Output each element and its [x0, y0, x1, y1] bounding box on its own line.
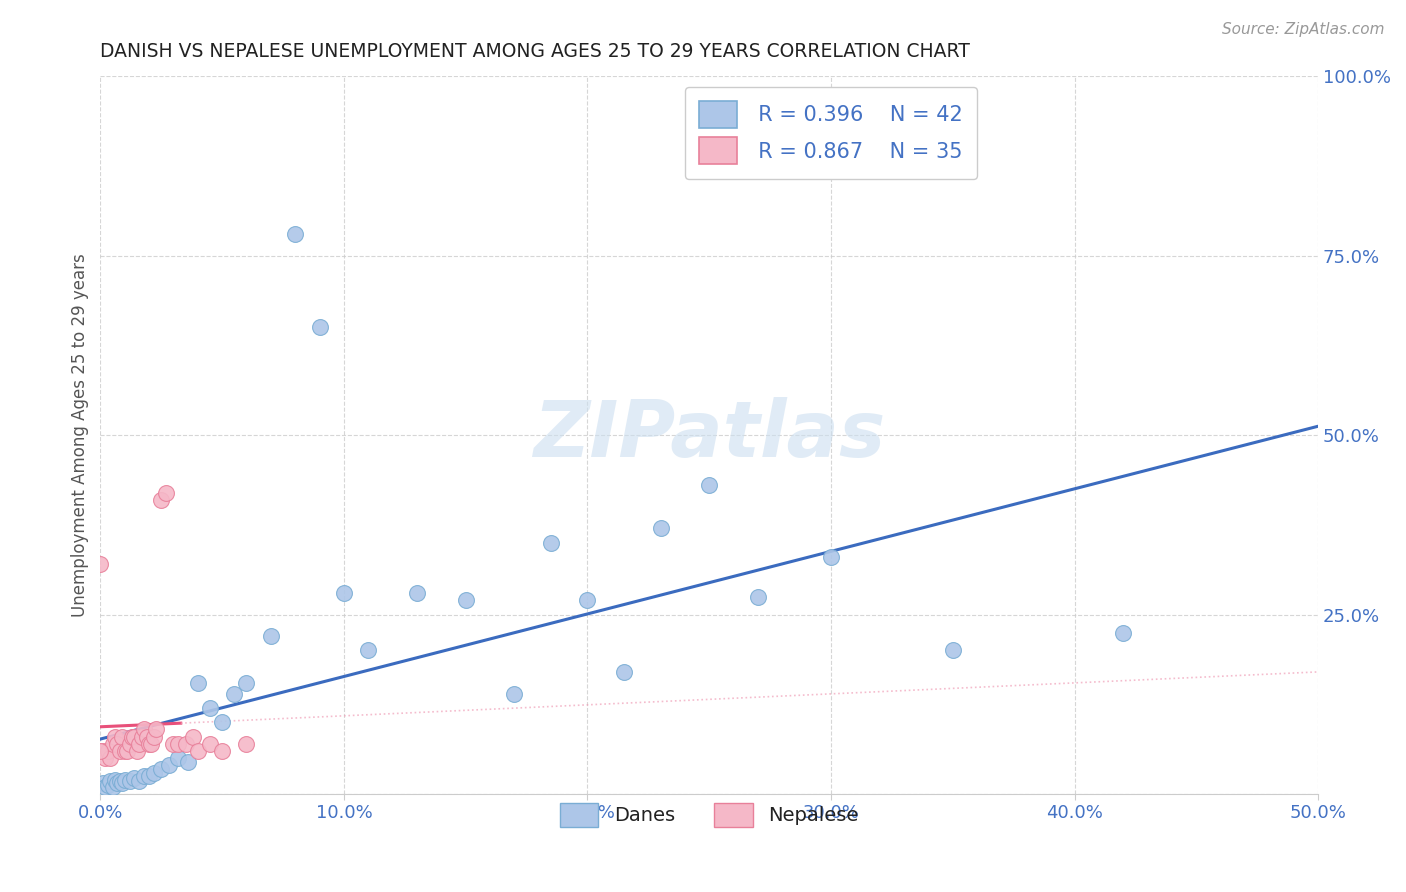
Point	[1112, 625, 1135, 640]
Point	[162, 737, 184, 751]
Point	[613, 665, 636, 679]
Point	[111, 730, 134, 744]
Point	[118, 774, 141, 789]
Point	[121, 730, 143, 744]
Point	[141, 737, 163, 751]
Y-axis label: Unemployment Among Ages 25 to 29 years: Unemployment Among Ages 25 to 29 years	[72, 253, 89, 617]
Point	[150, 762, 173, 776]
Point	[167, 737, 190, 751]
Point	[167, 751, 190, 765]
Point	[134, 723, 156, 737]
Point	[174, 737, 197, 751]
Point	[98, 751, 121, 765]
Point	[91, 744, 114, 758]
Point	[224, 687, 246, 701]
Point	[114, 744, 136, 758]
Point	[124, 771, 146, 785]
Point	[142, 765, 165, 780]
Point	[138, 737, 160, 751]
Point	[105, 776, 128, 790]
Point	[101, 737, 124, 751]
Point	[747, 590, 769, 604]
Point	[104, 772, 127, 787]
Text: ZIPatlas: ZIPatlas	[533, 397, 886, 473]
Text: DANISH VS NEPALESE UNEMPLOYMENT AMONG AGES 25 TO 29 YEARS CORRELATION CHART: DANISH VS NEPALESE UNEMPLOYMENT AMONG AG…	[100, 42, 970, 61]
Point	[333, 586, 356, 600]
Point	[503, 687, 526, 701]
Point	[235, 675, 257, 690]
Point	[114, 772, 136, 787]
Text: Source: ZipAtlas.com: Source: ZipAtlas.com	[1222, 22, 1385, 37]
Point	[155, 485, 177, 500]
Point	[104, 730, 127, 744]
Point	[134, 769, 156, 783]
Point	[187, 744, 209, 758]
Point	[94, 780, 117, 794]
Point	[820, 550, 842, 565]
Point	[97, 779, 120, 793]
Point	[125, 744, 148, 758]
Point	[91, 776, 114, 790]
Point	[115, 744, 138, 758]
Point	[124, 730, 146, 744]
Point	[131, 730, 153, 744]
Point	[145, 723, 167, 737]
Point	[138, 769, 160, 783]
Point	[98, 774, 121, 789]
Point	[942, 643, 965, 657]
Point	[198, 701, 221, 715]
Point	[150, 492, 173, 507]
Point	[211, 715, 233, 730]
Point	[94, 751, 117, 765]
Point	[540, 536, 562, 550]
Point	[97, 744, 120, 758]
Point	[284, 227, 307, 241]
Point	[235, 737, 257, 751]
Point	[177, 755, 200, 769]
Point	[308, 320, 330, 334]
Point	[111, 776, 134, 790]
Point	[198, 737, 221, 751]
Point	[89, 558, 111, 572]
Point	[650, 521, 672, 535]
Point	[128, 774, 150, 789]
Point	[128, 737, 150, 751]
Point	[108, 774, 131, 789]
Point	[89, 744, 111, 758]
Point	[135, 730, 157, 744]
Legend: Danes, Nepalese: Danes, Nepalese	[551, 796, 866, 835]
Point	[187, 675, 209, 690]
Point	[157, 758, 180, 772]
Point	[108, 744, 131, 758]
Point	[576, 593, 599, 607]
Point	[454, 593, 477, 607]
Point	[118, 737, 141, 751]
Point	[181, 730, 204, 744]
Point	[406, 586, 429, 600]
Point	[101, 780, 124, 794]
Point	[357, 643, 380, 657]
Point	[105, 737, 128, 751]
Point	[697, 478, 720, 492]
Point	[260, 629, 283, 643]
Point	[211, 744, 233, 758]
Point	[142, 730, 165, 744]
